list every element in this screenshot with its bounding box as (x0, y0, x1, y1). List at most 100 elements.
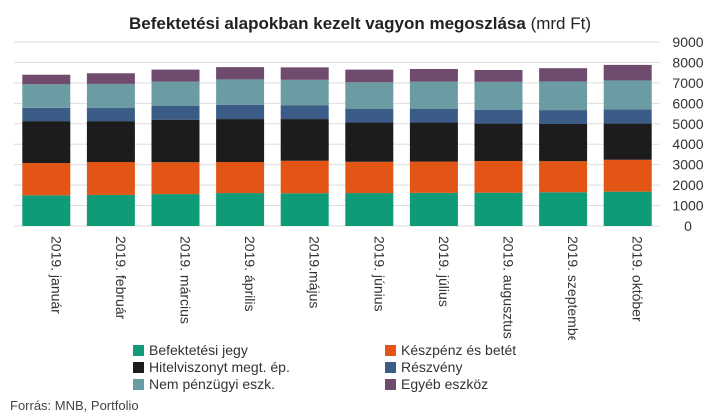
source-note: Forrás: MNB, Portfolio (10, 398, 139, 413)
bar-segment (539, 161, 588, 193)
bar-segment (22, 107, 71, 122)
x-tick-label: 2019. szeptember (565, 236, 581, 340)
bar-segment (151, 162, 200, 195)
bar-segment (603, 123, 652, 160)
bar-segment (409, 81, 458, 109)
x-tick-label: 2019. július (436, 236, 452, 307)
bar-segment (151, 119, 200, 163)
bar-segment (22, 195, 71, 226)
x-tick-label: 2019. október (630, 236, 646, 322)
x-tick-label: 2019. március (178, 236, 194, 324)
x-tick-label: 2019. február (113, 236, 129, 320)
bar-segment (216, 193, 265, 226)
bar-segment (474, 70, 523, 82)
bar-segment (603, 159, 652, 192)
bar-segment (280, 105, 329, 120)
bar-segment (22, 121, 71, 164)
x-tick-label: 2019.május (307, 236, 323, 308)
bar-segment (345, 108, 394, 123)
bar-segment (603, 64, 652, 81)
legend-label: Nem pénzügyi eszk. (149, 376, 276, 392)
bar-segment (86, 108, 135, 122)
bar-segment (280, 79, 329, 106)
bar-segment (345, 193, 394, 226)
bar-segment (539, 110, 588, 124)
chart-title-unit: (mrd Ft) (530, 14, 591, 33)
stacked-bar-chart: 0 1000 2000 3000 4000 5000 6000 7000 8000 9000 201… (14, 34, 704, 340)
y-tick-label: 3000 (672, 157, 703, 173)
bar-segment (22, 163, 71, 196)
legend-label: Részvény (401, 359, 463, 375)
x-tick-label: 2019. augusztus (501, 236, 517, 339)
bar-segment (474, 81, 523, 110)
legend-swatch (133, 361, 144, 373)
bar-segment (345, 69, 394, 83)
chart-title-main: Befektetési alapokban kezelt vagyon mego… (129, 14, 526, 33)
legend-label: Hitelviszonyt megt. ép. (149, 359, 290, 375)
bar-segment (539, 81, 588, 111)
legend-swatch (385, 361, 396, 373)
bar-segment (409, 108, 458, 123)
bar-segment (280, 119, 329, 161)
y-tick-label: 8000 (672, 54, 703, 70)
bar-segment (280, 160, 329, 194)
bar-segment (474, 160, 523, 193)
bar-segment (151, 69, 200, 82)
legend-label: Befektetési jegy (149, 342, 248, 358)
bar-segment (409, 122, 458, 162)
y-tick-label: 0 (684, 218, 692, 234)
legend-item-befektetesi-jegy: Befektetési jegy (133, 342, 248, 358)
bar-segment (474, 192, 523, 226)
chart-title: Befektetési alapokban kezelt vagyon mego… (0, 14, 720, 34)
bar-segment (216, 67, 265, 80)
legend-label: Egyéb eszköz (401, 376, 489, 392)
legend-item-keszpenz-es-betet: Készpénz és betét (385, 342, 516, 358)
y-tick-label: 7000 (672, 75, 703, 91)
legend-item-nem-penzugyi: Nem pénzügyi eszk. (133, 376, 275, 392)
bar-segment (603, 80, 652, 110)
x-tick-label: 2019. január (48, 236, 64, 314)
bar-segment (22, 84, 71, 108)
legend-item-hitelviszonyt: Hitelviszonyt megt. ép. (133, 359, 290, 375)
y-tick-label: 5000 (672, 116, 703, 132)
legend-label: Készpénz és betét (401, 342, 517, 358)
legend-swatch (385, 344, 396, 356)
bar-segment (345, 122, 394, 162)
bar-segment (216, 119, 265, 163)
legend-item-reszveny: Részvény (385, 359, 462, 375)
y-tick-label: 9000 (672, 34, 703, 50)
y-tick-label: 2000 (672, 177, 703, 193)
x-tick-label: 2019. április (242, 236, 258, 312)
y-tick-label: 6000 (672, 95, 703, 111)
bar-segment (280, 67, 329, 80)
bar-segment (539, 123, 588, 162)
bar-segment (151, 105, 200, 120)
bar-segment (474, 123, 523, 161)
bar-segment (345, 161, 394, 194)
bar-segment (409, 161, 458, 193)
bar-segment (86, 162, 135, 195)
bar-segment (280, 193, 329, 226)
bar-segment (216, 162, 265, 194)
bar-segment (22, 74, 71, 85)
bar-segment (86, 73, 135, 84)
bar-segment (474, 109, 523, 124)
bar-segment (216, 79, 265, 105)
bar-segment (216, 104, 265, 120)
bar-segment (539, 192, 588, 226)
legend-item-egyeb-eszkoz: Egyéb eszköz (385, 376, 488, 392)
bar-segment (603, 191, 652, 226)
x-tick-label: 2019. június (371, 236, 387, 312)
y-tick-label: 4000 (672, 136, 703, 152)
bar-segment (86, 194, 135, 226)
bar-segment (409, 68, 458, 82)
bar-segment (86, 83, 135, 109)
bar-segment (151, 81, 200, 106)
bar-segment (603, 109, 652, 124)
bar-segment (409, 192, 458, 226)
legend-swatch (385, 378, 396, 390)
bar-segment (539, 68, 588, 82)
y-tick-label: 1000 (672, 198, 703, 214)
bar-segment (345, 82, 394, 109)
